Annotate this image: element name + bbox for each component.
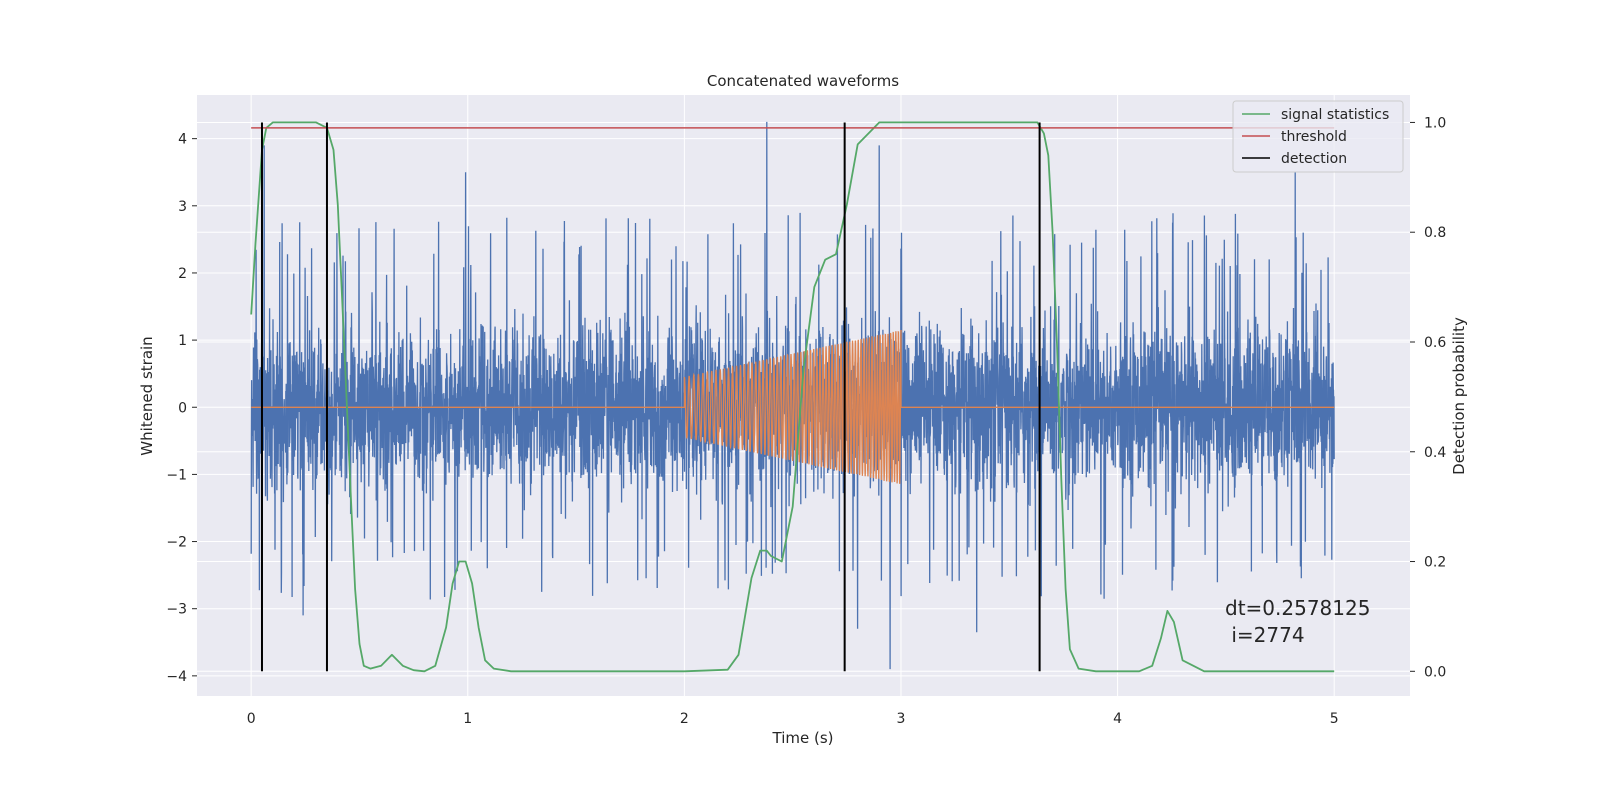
y-tick-label: 2 [178, 266, 187, 282]
y2-tick-label: 1.0 [1424, 115, 1446, 131]
strain-line [250, 121, 1335, 670]
annotations: dt=0.2578125 i=2774 [1225, 596, 1370, 647]
y2-axis-label: Detection probability [1450, 317, 1468, 475]
y-tick-label: −1 [166, 467, 187, 483]
legend-label-threshold: threshold [1281, 129, 1347, 145]
y2-tick-label: 0.0 [1424, 664, 1446, 680]
x-tick-label: 3 [897, 711, 906, 727]
probability-layer [250, 121, 1335, 673]
signal-statistics-line [250, 121, 1335, 673]
x-tick-label: 1 [463, 711, 472, 727]
y-tick-label: −2 [166, 535, 187, 551]
y-tick-label: 1 [178, 333, 187, 349]
legend-label-signal-statistics: signal statistics [1281, 107, 1389, 123]
y-tick-label: −3 [166, 602, 187, 618]
chart-title: Concatenated waveforms [707, 72, 899, 90]
x-axis-label: Time (s) [772, 729, 834, 747]
y-axis-label: Whitened strain [138, 336, 156, 455]
y-tick-label: 0 [178, 400, 187, 416]
injection-line [251, 329, 1335, 484]
strain-series [250, 121, 1335, 670]
y2-tick-label: 0.4 [1424, 445, 1446, 461]
ticks: 0 1 2 3 4 5 −4 −3 −2 −1 0 1 2 3 4 0.0 0.2 0.4 0.6 0.8 1.0 [166, 115, 1446, 727]
y2-tick-label: 0.2 [1424, 555, 1446, 571]
x-tick-label: 2 [680, 711, 689, 727]
legend-box [1232, 100, 1404, 173]
legend-label-detection: detection [1281, 151, 1347, 167]
annotation-i: i=2774 [1225, 623, 1305, 647]
injection-series [251, 329, 1335, 484]
x-tick-label: 4 [1113, 711, 1122, 727]
x-tick-label: 0 [247, 711, 256, 727]
y2-tick-label: 0.8 [1424, 225, 1446, 241]
y-tick-label: 3 [178, 199, 187, 215]
legend: signal statistics threshold detection [1232, 100, 1404, 173]
y-tick-label: 4 [178, 132, 187, 148]
y2-tick-label: 0.6 [1424, 335, 1446, 351]
y-tick-label: −4 [166, 669, 187, 685]
x-tick-label: 5 [1330, 711, 1339, 727]
annotation-dt: dt=0.2578125 [1225, 596, 1370, 620]
